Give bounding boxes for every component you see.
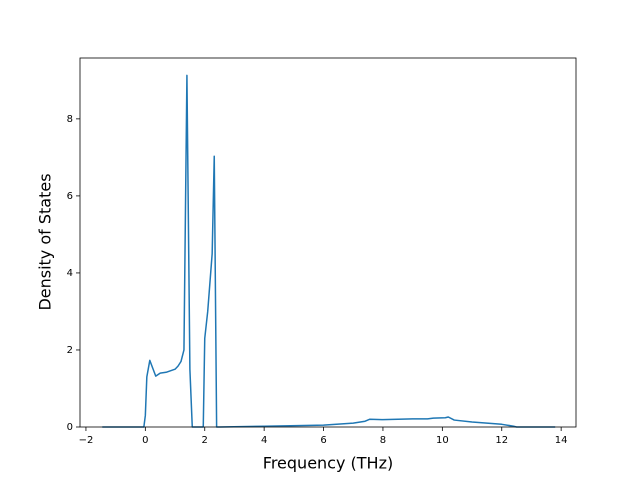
x-tick-label: −2 xyxy=(79,435,94,446)
x-tick-label: 8 xyxy=(380,435,386,446)
x-tick-label: 4 xyxy=(261,435,267,446)
data-line xyxy=(102,74,556,428)
y-tick-label: 8 xyxy=(67,114,73,125)
y-axis-label: Density of States xyxy=(36,173,55,310)
x-tick-label: 14 xyxy=(555,435,568,446)
y-tick-label: 6 xyxy=(67,191,73,202)
x-tick-label: 2 xyxy=(202,435,208,446)
x-tick-label: 12 xyxy=(495,435,508,446)
y-tick-label: 4 xyxy=(67,268,73,279)
x-tick-label: 6 xyxy=(320,435,326,446)
x-tick-label: 10 xyxy=(436,435,449,446)
y-tick-label: 0 xyxy=(67,422,73,433)
x-axis-label: Frequency (THz) xyxy=(263,454,393,473)
x-tick-label: 0 xyxy=(142,435,148,446)
y-tick-label: 2 xyxy=(67,345,73,356)
plot-frame xyxy=(79,57,577,428)
